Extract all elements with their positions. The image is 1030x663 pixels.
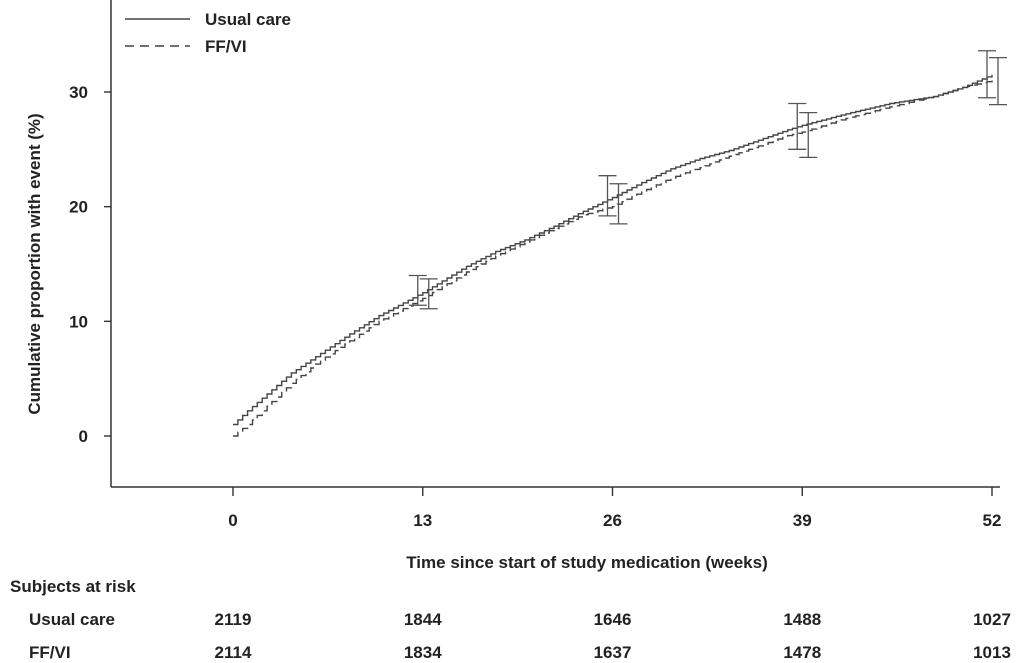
risk-value-ffvi-13: 1834 bbox=[404, 643, 442, 662]
legend-ffvi-label: FF/VI bbox=[205, 37, 247, 56]
x-tick-label-26: 26 bbox=[603, 511, 622, 530]
risk-row-ffvi-label: FF/VI bbox=[29, 643, 71, 662]
y-tick-label-30: 30 bbox=[69, 83, 88, 102]
error-bar-ffvi-39 bbox=[799, 111, 818, 159]
risk-table-title: Subjects at risk bbox=[10, 577, 136, 596]
error-bar-usual-care-52 bbox=[978, 50, 996, 99]
risk-value-usual-care-39: 1488 bbox=[783, 610, 821, 629]
x-tick-label-13: 13 bbox=[413, 511, 432, 530]
y-tick-label-20: 20 bbox=[69, 198, 88, 217]
risk-value-ffvi-39: 1478 bbox=[783, 643, 821, 662]
x-axis-title: Time since start of study medication (we… bbox=[406, 553, 768, 572]
y-tick-label-0: 0 bbox=[79, 427, 88, 446]
error-bar-ffvi-52 bbox=[989, 56, 1007, 106]
x-tick-label-52: 52 bbox=[983, 511, 1002, 530]
error-bars bbox=[408, 50, 1007, 310]
x-tick-label-0: 0 bbox=[228, 511, 237, 530]
x-tick-label-39: 39 bbox=[793, 511, 812, 530]
error-bar-usual-care-13 bbox=[408, 274, 427, 306]
series-layer bbox=[233, 74, 993, 437]
error-bar-usual-care-26 bbox=[598, 175, 617, 217]
legend: Usual care FF/VI bbox=[125, 10, 291, 56]
legend-usual-care-label: Usual care bbox=[205, 10, 291, 29]
risk-value-ffvi-26: 1637 bbox=[594, 643, 632, 662]
risk-row-usual-care-label: Usual care bbox=[29, 610, 115, 629]
error-bar-ffvi-13 bbox=[419, 278, 438, 310]
risk-value-usual-care-52: 1027 bbox=[973, 610, 1011, 629]
risk-value-ffvi-52: 1013 bbox=[973, 643, 1011, 662]
y-tick-label-10: 10 bbox=[69, 312, 88, 331]
series-line-usual-care bbox=[233, 74, 993, 426]
series-line-ffvi bbox=[233, 80, 993, 437]
risk-value-usual-care-13: 1844 bbox=[404, 610, 442, 629]
error-bar-usual-care-39 bbox=[788, 102, 807, 150]
y-ticks: 0 10 20 30 bbox=[69, 83, 111, 446]
risk-value-usual-care-26: 1646 bbox=[594, 610, 632, 629]
x-ticks: 0 13 26 39 52 bbox=[228, 487, 1001, 530]
y-axis-title: Cumulative proportion with event (%) bbox=[25, 113, 44, 414]
risk-value-usual-care-0: 2119 bbox=[215, 610, 252, 629]
risk-table: Subjects at risk Usual care FF/VI 2119 18… bbox=[10, 577, 1011, 662]
risk-value-ffvi-0: 2114 bbox=[215, 643, 252, 662]
error-bar-ffvi-26 bbox=[609, 183, 628, 225]
